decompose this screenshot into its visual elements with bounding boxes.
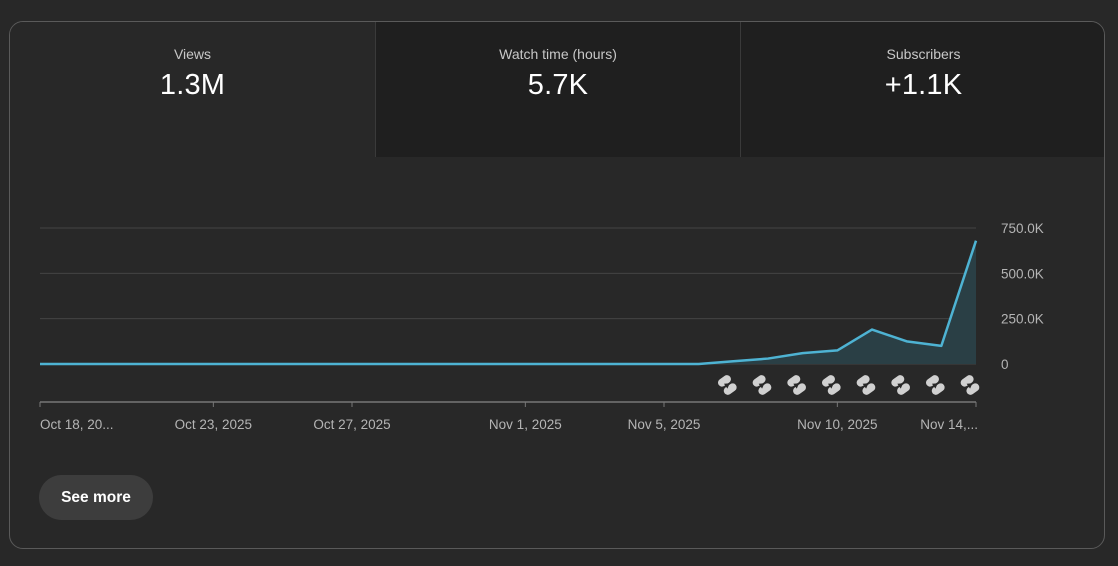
x-tick-label: Nov 1, 2025 <box>489 417 562 432</box>
metric-tab-watch-time[interactable]: Watch time (hours) 5.7K <box>375 22 740 157</box>
metric-value: 5.7K <box>527 69 589 101</box>
data-point[interactable] <box>800 350 806 356</box>
data-point[interactable] <box>141 361 147 367</box>
data-point[interactable] <box>280 361 286 367</box>
x-tick-label: Oct 23, 2025 <box>175 417 252 432</box>
data-point[interactable] <box>592 361 598 367</box>
data-point[interactable] <box>730 358 736 364</box>
x-tick-label: Oct 18, 20... <box>40 417 114 432</box>
y-tick-label: 250.0K <box>1001 312 1044 327</box>
data-point[interactable] <box>557 361 563 367</box>
data-point[interactable] <box>349 361 355 367</box>
data-point[interactable] <box>626 361 632 367</box>
data-point[interactable] <box>938 343 944 349</box>
metric-tab-subscribers[interactable]: Subscribers +1.1K <box>740 22 1104 157</box>
data-point[interactable] <box>834 347 840 353</box>
x-tick-label: Nov 10, 2025 <box>797 417 877 432</box>
x-tick-label: Oct 27, 2025 <box>313 417 390 432</box>
see-more-button[interactable]: See more <box>39 475 153 520</box>
data-point[interactable] <box>210 361 216 367</box>
y-tick-label: 0 <box>1001 357 1009 372</box>
data-point[interactable] <box>176 361 182 367</box>
shorts-icon[interactable] <box>716 374 738 397</box>
data-point[interactable] <box>869 327 875 333</box>
x-tick-label: Nov 5, 2025 <box>628 417 701 432</box>
data-point[interactable] <box>37 361 43 367</box>
shorts-icon[interactable] <box>959 374 981 397</box>
metric-label: Subscribers <box>886 46 961 62</box>
y-tick-label: 500.0K <box>1001 266 1044 281</box>
data-point[interactable] <box>106 361 112 367</box>
series-area <box>40 240 976 364</box>
metric-label: Views <box>173 46 212 62</box>
y-tick-label: 750.0K <box>1001 221 1044 236</box>
shorts-icon[interactable] <box>855 374 877 397</box>
series-line <box>40 240 978 366</box>
data-point[interactable] <box>453 361 459 367</box>
shorts-icon[interactable] <box>820 374 842 397</box>
data-point[interactable] <box>973 238 979 244</box>
data-point[interactable] <box>488 361 494 367</box>
shorts-icon[interactable] <box>890 374 912 397</box>
data-point[interactable] <box>245 361 251 367</box>
shorts-icon[interactable] <box>751 374 773 397</box>
data-point[interactable] <box>384 361 390 367</box>
data-point[interactable] <box>661 361 667 367</box>
metric-tab-views[interactable]: Views 1.3M <box>10 22 375 157</box>
x-tick-label: Nov 14,... <box>920 417 978 432</box>
data-point[interactable] <box>314 361 320 367</box>
shorts-icon[interactable] <box>786 374 808 397</box>
shorts-icon[interactable] <box>924 374 946 397</box>
data-point[interactable] <box>72 361 78 367</box>
data-point[interactable] <box>696 361 702 367</box>
metric-label: Watch time (hours) <box>499 46 617 62</box>
data-point[interactable] <box>418 361 424 367</box>
data-point[interactable] <box>904 338 910 344</box>
metric-tabs: Views 1.3M Watch time (hours) 5.7K Subsc… <box>10 22 1104 157</box>
metric-value: +1.1K <box>884 69 963 101</box>
analytics-card: Views 1.3M Watch time (hours) 5.7K Subsc… <box>9 21 1105 549</box>
metric-value: 1.3M <box>159 69 226 101</box>
data-point[interactable] <box>765 356 771 362</box>
data-point[interactable] <box>522 361 528 367</box>
views-chart: 750.0K 500.0K 250.0K 0 Oct 18, 20... Oct 23, … <box>37 221 1044 432</box>
